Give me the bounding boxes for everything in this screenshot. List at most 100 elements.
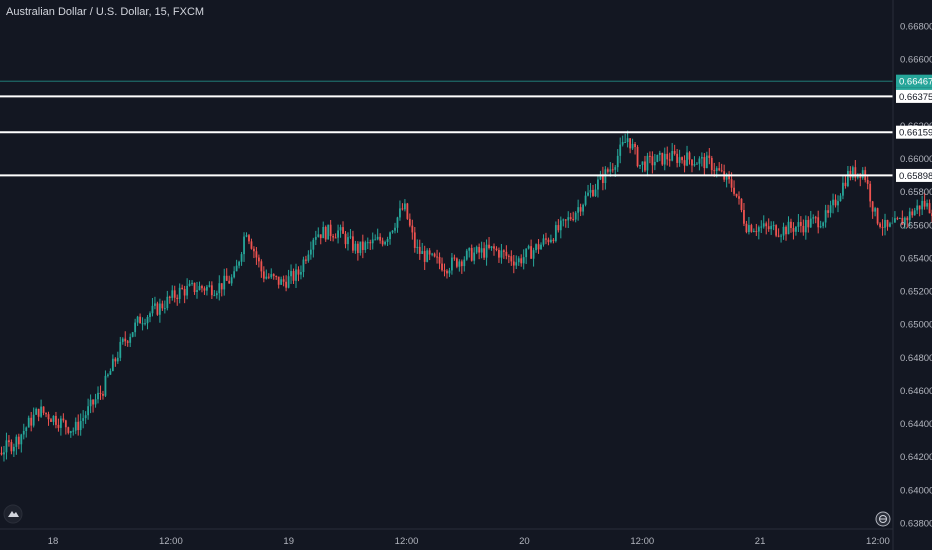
candle-body (785, 226, 787, 235)
candle-body (671, 150, 674, 161)
candle-body (614, 167, 617, 170)
candle-body (354, 243, 357, 251)
candle-body (822, 222, 825, 227)
candle-body (119, 341, 122, 358)
candle-body (799, 222, 802, 226)
candle-body (530, 246, 533, 259)
time-tick-label: 12:00 (159, 536, 183, 547)
candle-body (795, 226, 797, 232)
candle-body (760, 226, 763, 228)
candle-body (89, 399, 92, 407)
candle-body (42, 406, 45, 413)
candle-body (47, 414, 50, 420)
candle-body (527, 246, 530, 249)
candle-body (272, 274, 275, 276)
candle-body (131, 332, 134, 337)
candle-body (812, 217, 815, 219)
candle-body (775, 225, 778, 236)
chart-title: Australian Dollar / U.S. Dollar, 15, FXC… (6, 6, 205, 18)
candle-body (396, 217, 399, 228)
candle-body (686, 152, 688, 166)
candle-body (35, 408, 38, 415)
candle-body (572, 218, 575, 220)
candle-body (305, 259, 307, 261)
horizontal-levels (0, 80, 893, 177)
tradingview-logo-icon[interactable] (3, 504, 23, 524)
candle-body (587, 192, 589, 196)
candle-series (0, 130, 932, 462)
candle-body (802, 225, 805, 233)
candle-body (851, 167, 854, 178)
candle-body (582, 204, 584, 212)
candle-body (317, 234, 320, 237)
candle-body (881, 226, 884, 228)
candle-body (458, 261, 461, 267)
candle-body (500, 250, 503, 258)
candle-body (463, 259, 466, 267)
candle-body (718, 168, 721, 171)
candle-body (824, 210, 827, 223)
candle-body (364, 242, 367, 250)
candle-body (109, 371, 112, 375)
candle-body (277, 276, 280, 285)
candle-body (809, 218, 812, 228)
candle-body (408, 218, 411, 226)
candle-body (275, 275, 278, 277)
level-price-tag: 0.66159 (899, 128, 932, 139)
candle-body (215, 293, 218, 296)
candle-body (255, 251, 258, 258)
candle-body (733, 187, 735, 194)
candle-body (700, 157, 703, 159)
candle-body (62, 418, 65, 421)
candle-body (223, 275, 226, 290)
candle-body (245, 235, 248, 237)
candle-body (641, 161, 644, 165)
candle-body (651, 156, 654, 166)
candle-body (178, 287, 181, 299)
candle-body (869, 183, 872, 202)
time-axis[interactable]: 1812:001912:002012:002112:002212:002512:… (48, 536, 932, 547)
candle-body (144, 323, 146, 325)
price-tick-label: 0.64400 (900, 419, 932, 430)
candle-body (3, 452, 5, 455)
candle-body (473, 252, 476, 261)
price-tick-label: 0.64000 (900, 485, 932, 496)
candle-body (292, 271, 295, 281)
candle-body (814, 217, 817, 219)
candle-body (498, 250, 500, 258)
candle-body (203, 288, 206, 291)
candle-body (238, 261, 240, 266)
candle-body (819, 226, 822, 228)
candle-body (827, 210, 829, 213)
candle-body (72, 430, 75, 432)
candle-body (532, 250, 535, 259)
candle-body (149, 313, 151, 317)
candle-body (206, 286, 208, 291)
candle-body (384, 241, 387, 245)
level-price-tag: 0.65898 (899, 171, 932, 182)
candle-body (455, 258, 458, 267)
candle-body (92, 399, 94, 405)
candle-body (540, 244, 542, 250)
candle-body (584, 195, 587, 205)
candle-body (564, 219, 567, 221)
candle-body (228, 280, 231, 284)
candle-body (32, 414, 35, 426)
time-tick-label: 12:00 (630, 536, 654, 547)
candle-body (94, 399, 97, 405)
candle-body (366, 242, 369, 244)
candle-body (111, 358, 114, 372)
candle-body (490, 246, 493, 248)
candle-body (426, 250, 429, 262)
price-tick-label: 0.64600 (900, 386, 932, 397)
candle-body (460, 261, 463, 267)
candle-body (349, 236, 352, 238)
globe-settings-icon[interactable] (875, 511, 891, 527)
candle-body (661, 152, 664, 165)
candle-body (876, 208, 879, 224)
candle-body (262, 271, 265, 279)
candle-body (371, 239, 374, 244)
candle-body (267, 276, 270, 278)
candle-body (599, 174, 602, 180)
